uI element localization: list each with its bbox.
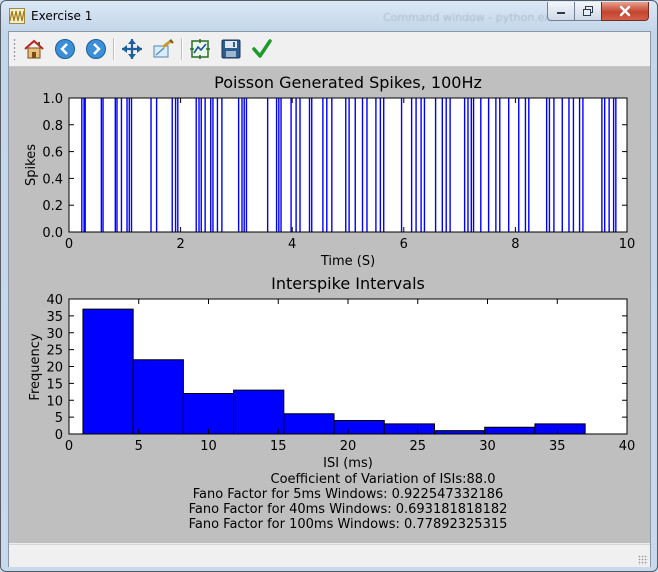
pan-arrows-icon (122, 39, 142, 59)
toolbar-separator (181, 38, 183, 60)
coefficient-of-variation-text: Coefficient of Variation of ISIs:88.0 (271, 472, 496, 487)
y-tick-label: 0.2 (42, 199, 63, 214)
forward-button[interactable] (83, 36, 109, 62)
y-tick-label: 0.0 (42, 226, 63, 241)
x-tick-label: 10 (619, 237, 636, 252)
spike-axes-frame (68, 97, 628, 233)
figure-client-area: Poisson Generated Spikes, 100Hz 0 2 4 6 8 10 0… (8, 31, 651, 567)
x-tick-label: 0 (65, 237, 73, 252)
x-tick-label: 40 (619, 439, 636, 454)
histogram-title: Interspike Intervals (271, 274, 425, 293)
floppy-save-icon (221, 39, 241, 59)
resize-grip[interactable] (638, 555, 648, 565)
spike-chart-title: Poisson Generated Spikes, 100Hz (214, 73, 482, 92)
spike-axes-background (69, 98, 627, 232)
x-tick-label: 0 (65, 439, 73, 454)
statistics-block: Coefficient of Variation of ISIs:88.0 Fa… (189, 472, 508, 532)
x-tick-label: 35 (549, 439, 566, 454)
x-tick-label: 5 (135, 439, 143, 454)
edit-button[interactable] (249, 36, 275, 62)
pan-button[interactable] (119, 36, 145, 62)
x-tick-label: 4 (288, 237, 296, 252)
y-tick-label: 20 (46, 361, 63, 376)
fano-factor-5ms-text: Fano Factor for 5ms Windows: 0.922547332… (193, 487, 504, 502)
y-tick-label: 0 (55, 428, 63, 443)
x-tick-label: 15 (270, 439, 287, 454)
title-bar[interactable]: Exercise 1 Command window - python.exe (1, 1, 657, 31)
close-icon (619, 5, 631, 17)
minimize-button[interactable] (547, 2, 575, 21)
spike-y-axis-label: Spikes (24, 144, 39, 186)
x-tick-label: 20 (340, 439, 357, 454)
histogram-x-axis-label: ISI (ms) (323, 456, 373, 471)
spike-lines (81, 98, 617, 232)
isi-histogram-chart: Interspike Intervals 0 5 10 15 20 25 30 35 40051… (28, 274, 635, 471)
x-tick-label: 10 (200, 439, 217, 454)
forward-arrow-icon (86, 39, 106, 59)
back-button[interactable] (52, 36, 78, 62)
histogram-bars (82, 308, 586, 435)
restore-icon (583, 6, 593, 16)
histogram-bar (182, 393, 235, 435)
fano-factor-40ms-text: Fano Factor for 40ms Windows: 0.69318181… (189, 502, 508, 517)
histogram-bar (82, 308, 134, 435)
histogram-bar (484, 426, 536, 435)
histogram-bar (333, 420, 385, 435)
x-tick-label: 30 (479, 439, 496, 454)
histogram-bar (132, 359, 184, 435)
y-tick-label: 5 (55, 411, 63, 426)
window-title: Exercise 1 (31, 9, 93, 23)
x-tick-label: 2 (176, 237, 184, 252)
y-tick-label: 10 (46, 394, 63, 409)
matplotlib-app-icon (9, 8, 25, 24)
histogram-y-axis-label: Frequency (28, 333, 43, 400)
y-tick-label: 1.0 (42, 92, 63, 107)
close-button[interactable] (601, 2, 649, 21)
x-tick-label: 25 (409, 439, 426, 454)
y-tick-label: 0.6 (42, 146, 63, 161)
x-tick-label: 8 (511, 237, 519, 252)
histogram-bar (233, 389, 285, 435)
save-button[interactable] (218, 36, 244, 62)
zoom-rect-icon (153, 38, 174, 58)
y-tick-label: 30 (46, 327, 63, 342)
y-tick-label: 25 (46, 344, 63, 359)
histogram-bar (433, 430, 486, 435)
histogram-bar (534, 423, 586, 435)
maximize-button[interactable] (574, 2, 602, 21)
toolbar-separator (113, 38, 115, 60)
home-icon (24, 39, 44, 59)
minimize-icon (557, 12, 565, 14)
fano-factor-100ms-text: Fano Factor for 100ms Windows: 0.7789232… (189, 517, 508, 532)
configure-subplots-icon (190, 39, 210, 59)
y-tick-label: 35 (46, 310, 63, 325)
subplots-button[interactable] (187, 36, 213, 62)
y-tick-label: 15 (46, 377, 63, 392)
toolbar-grip[interactable] (13, 38, 16, 60)
back-arrow-icon (55, 39, 75, 59)
y-tick-label: 0.8 (42, 119, 63, 134)
figure-svg: Poisson Generated Spikes, 100Hz 0 2 4 6 8 10 0… (24, 73, 635, 532)
figure-canvas[interactable]: Poisson Generated Spikes, 100Hz 0 2 4 6 8 10 0… (9, 67, 650, 543)
histogram-bar (383, 423, 435, 435)
x-tick-label: 6 (400, 237, 408, 252)
home-button[interactable] (21, 36, 47, 62)
y-tick-label: 40 (46, 293, 63, 308)
navigation-toolbar (9, 32, 650, 67)
spike-x-axis-label: Time (S) (320, 254, 375, 269)
spike-train-chart: Poisson Generated Spikes, 100Hz 0 2 4 6 8 10 0… (24, 73, 635, 269)
zoom-button[interactable] (150, 36, 176, 62)
status-bar (9, 544, 650, 567)
histogram-bar (283, 413, 335, 435)
background-window-ghost-text: Command window - python.exe (383, 11, 558, 24)
y-tick-label: 0.4 (42, 172, 63, 187)
checkmark-icon (252, 39, 272, 58)
